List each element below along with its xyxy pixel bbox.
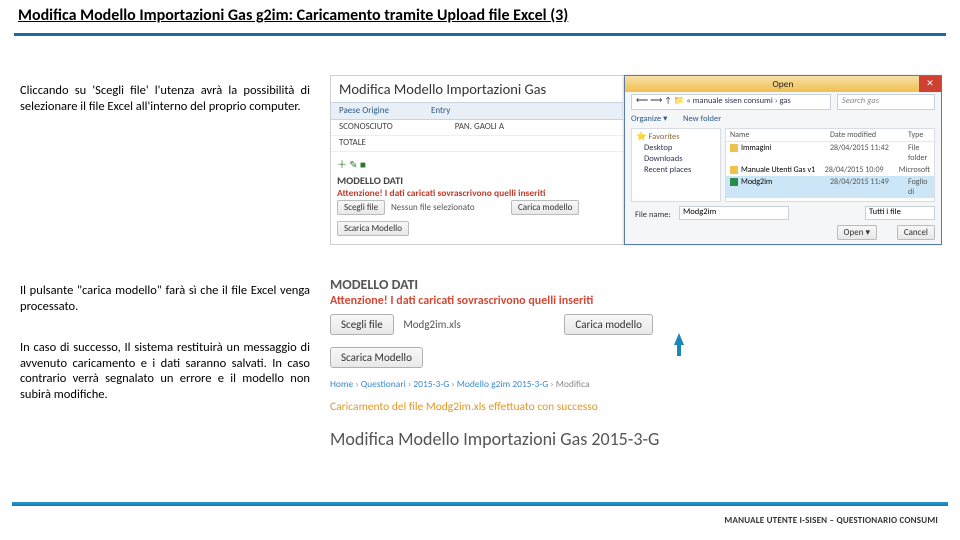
warning-text: Attenzione! I dati caricati sovrascrivon… (337, 187, 545, 199)
selected-filename: Modg2im.xls (403, 318, 460, 331)
table-row: TOTALE (331, 136, 623, 152)
file-date: 28/04/2015 11:42 (826, 142, 904, 164)
favorites-pane: ⭐ Favorites Desktop Downloads Recent pla… (631, 128, 721, 202)
folder-icon (730, 144, 738, 152)
file-row-selected[interactable]: Modg2im 28/04/2015 11:49 Foglio di (726, 176, 934, 198)
screenshot-modello-dati: MODELLO DATI Attenzione! I dati caricati… (330, 276, 760, 368)
footer-text: MANUALE UTENTE I-SISEN – QUESTIONARIO CO… (724, 515, 938, 526)
open-file-dialog: Open ✕ ⟵ ⟶ ↑ 📁 « manuale sisen consumi ›… (624, 75, 942, 245)
close-icon[interactable]: ✕ (919, 76, 941, 92)
search-input[interactable]: Search gas (837, 94, 935, 110)
breadcrumb: Home › Questionari › 2015-3-G › Modello … (330, 378, 760, 390)
no-file-label: Nessun file selezionato (391, 202, 475, 213)
footer-divider (12, 502, 948, 506)
file-date: 28/04/2015 11:49 (826, 176, 904, 198)
paragraph-2: Il pulsante "carica modello" farà sì che… (20, 283, 310, 314)
carica-modello-button[interactable]: Carica modello (564, 314, 653, 335)
folder-icon (730, 166, 738, 174)
paragraph-3: In caso di successo, Il sistema restitui… (20, 340, 310, 403)
scegli-file-button[interactable]: Scegli file (337, 200, 385, 215)
file-name: Immagini (741, 143, 771, 153)
warning-text: Attenzione! I dati caricati sovrascrivon… (330, 294, 760, 308)
col-name: Name (726, 129, 826, 141)
favorites-header: ⭐ Favorites (636, 132, 716, 142)
cell: SCONOSCIUTO (339, 121, 393, 132)
filetype-select[interactable]: Tutti i file (865, 206, 935, 220)
scegli-file-button[interactable]: Scegli file (330, 314, 394, 335)
file-date: 28/04/2015 10:09 (821, 164, 895, 176)
success-message: Caricamento del file Modg2im.xls effettu… (330, 400, 760, 414)
favorites-desktop[interactable]: Desktop (636, 143, 716, 153)
file-row[interactable]: Immagini 28/04/2015 11:42 File folder (726, 142, 934, 164)
file-name: Manuale Utenti Gas v1 (741, 165, 815, 175)
filename-label: File name: (635, 210, 671, 220)
col-paese: Paese Origine (339, 105, 389, 116)
favorites-downloads[interactable]: Downloads (636, 154, 716, 164)
col-date: Date modified (826, 129, 904, 141)
cell: PAN. GAOLI A (455, 121, 504, 132)
carica-modello-button[interactable]: Carica modello (511, 200, 579, 215)
filename-input[interactable]: Modg2im (679, 206, 789, 220)
file-list-columns: Name Date modified Type (726, 129, 934, 142)
page-heading: Modifica Modello Importazioni Gas 2015-3… (330, 428, 760, 450)
col-entry: Entry (431, 105, 450, 116)
file-list-pane: Name Date modified Type Immagini 28/04/2… (725, 128, 935, 202)
crumb-home[interactable]: Home (330, 378, 353, 390)
file-type: Foglio di (904, 176, 934, 198)
crumb-year[interactable]: 2015-3-G (413, 378, 449, 390)
excel-icon (730, 178, 738, 186)
crumb-edit: Modifica (556, 378, 590, 390)
scarica-modello-button[interactable]: Scarica Modello (337, 221, 409, 236)
cancel-button[interactable]: Cancel (897, 225, 935, 240)
column-headers: Paese Origine Entry (331, 102, 623, 120)
app-title: Modifica Modello Importazioni Gas (339, 80, 546, 98)
favorites-recent[interactable]: Recent places (636, 165, 716, 175)
table-row: SCONOSCIUTO PAN. GAOLI A (331, 120, 623, 136)
breadcrumb[interactable]: ⟵ ⟶ ↑ 📁 « manuale sisen consumi › gas (631, 94, 831, 110)
screenshot-app-with-open-dialog: Modifica Modello Importazioni Gas Paese … (330, 75, 942, 245)
organize-button[interactable]: Organize ▾ (631, 114, 667, 124)
screenshot-success: Home › Questionari › 2015-3-G › Modello … (330, 378, 760, 450)
modello-dati-label: MODELLO DATI (330, 276, 760, 293)
paragraph-1: Cliccando su 'Scegli file' l'utenza avrà… (20, 83, 310, 114)
file-type: File folder (904, 142, 934, 164)
new-folder-button[interactable]: New folder (683, 114, 721, 124)
arrow-stem (677, 344, 681, 356)
toolbar-icons[interactable]: ＋ ✎ ■ (337, 156, 366, 171)
file-row[interactable]: Manuale Utenti Gas v1 28/04/2015 10:09 M… (726, 164, 934, 176)
file-name: Modg2im (741, 177, 772, 187)
cell-totale: TOTALE (339, 137, 366, 148)
header-bar: Modifica Modello Importazioni Gas g2im: … (14, 6, 946, 36)
file-type: Microsoft (895, 164, 934, 176)
open-button[interactable]: Open ▾ (837, 225, 877, 240)
modello-dati-label: MODELLO DATI (337, 174, 403, 187)
page-title: Modifica Modello Importazioni Gas g2im: … (14, 6, 568, 25)
crumb-questionari[interactable]: Questionari (361, 378, 406, 390)
col-type: Type (904, 129, 934, 141)
scarica-modello-button[interactable]: Scarica Modello (330, 347, 423, 368)
crumb-model[interactable]: Modello g2im 2015-3-G (457, 378, 548, 390)
dialog-title: Open (625, 76, 941, 92)
